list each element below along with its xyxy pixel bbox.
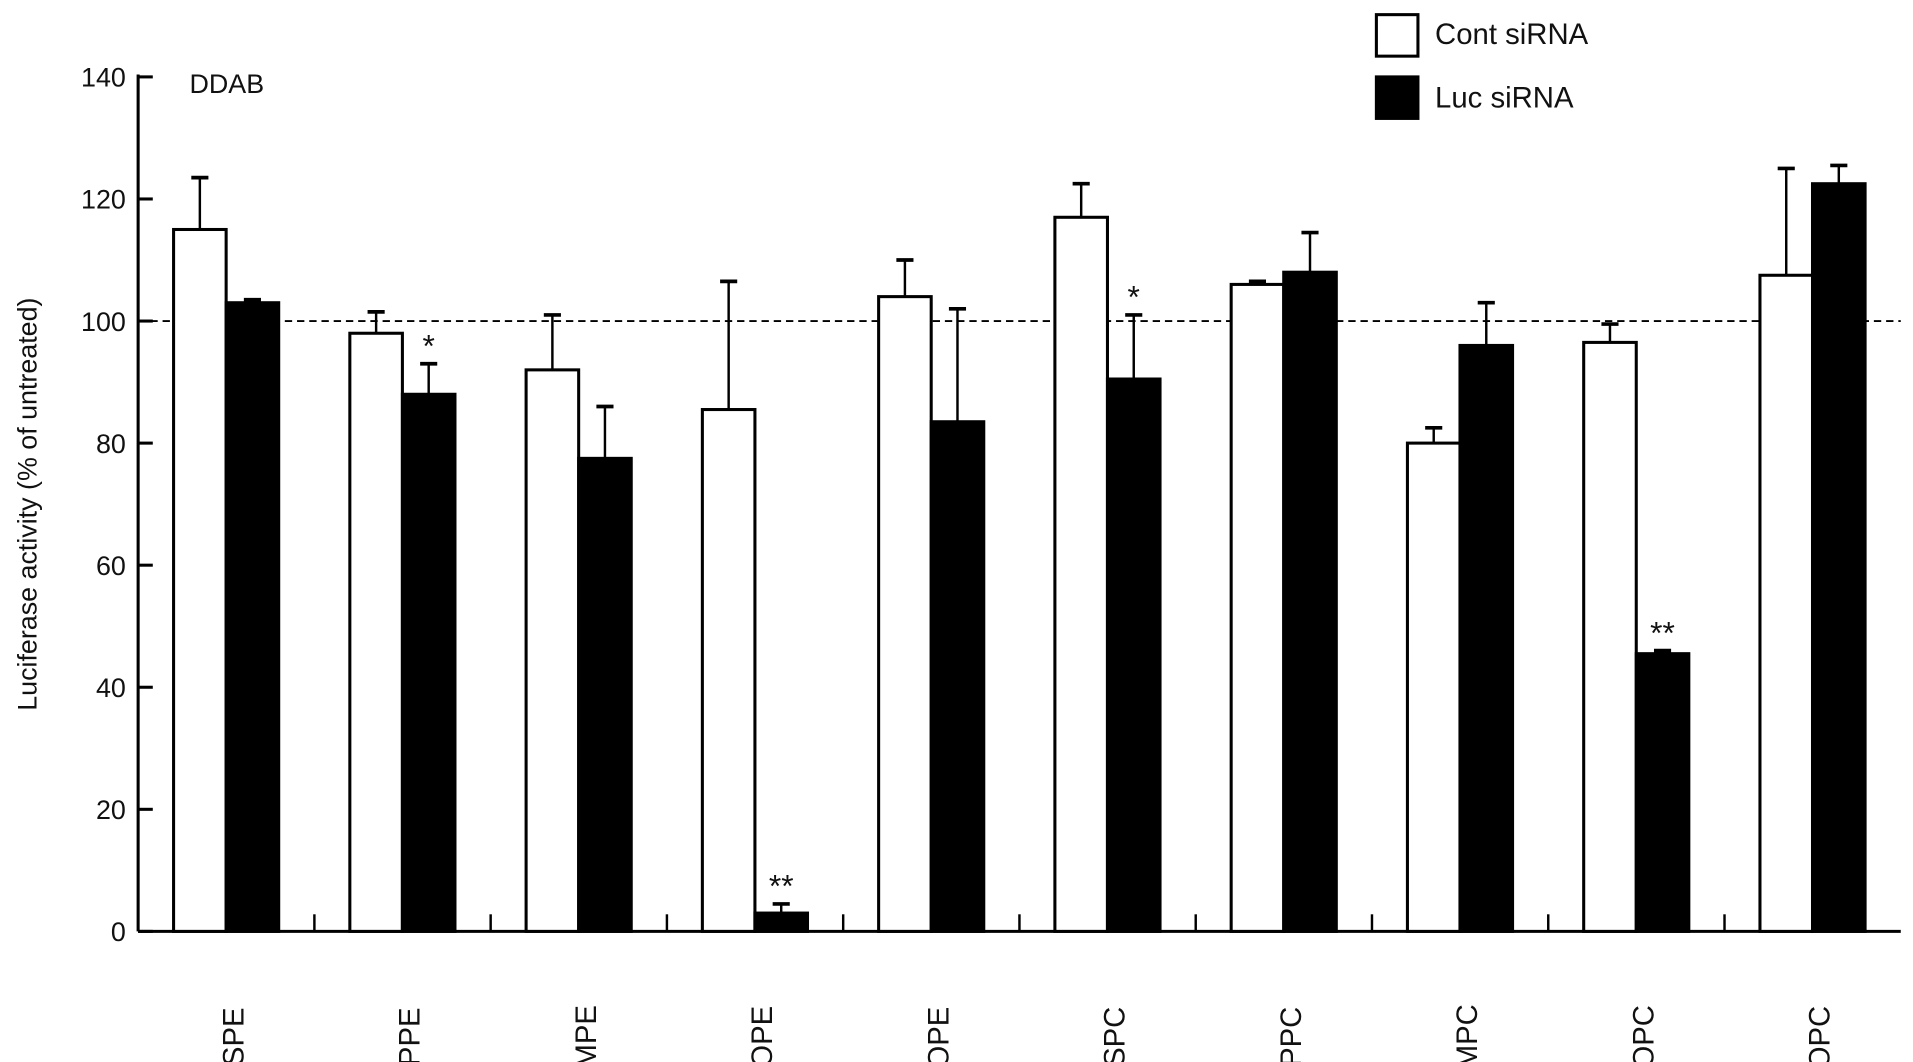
bar-cont bbox=[877, 295, 933, 933]
bar-cont bbox=[1405, 441, 1462, 933]
bar-luc bbox=[753, 911, 810, 933]
legend-swatch-luc bbox=[1374, 75, 1420, 120]
bar-cont bbox=[524, 368, 581, 933]
significance-marker: ** bbox=[769, 868, 794, 904]
x-tick-label: DOPC bbox=[1627, 1005, 1660, 1062]
bar-cont bbox=[1582, 340, 1638, 933]
bar-cont bbox=[348, 331, 404, 933]
x-tick-label: POPE bbox=[922, 1007, 955, 1062]
bar-luc bbox=[224, 301, 281, 933]
significance-marker: * bbox=[1128, 279, 1140, 315]
bar-cont bbox=[172, 227, 228, 933]
bar-luc bbox=[929, 420, 986, 933]
bar-cont bbox=[700, 408, 757, 933]
bar-cont bbox=[1229, 282, 1286, 933]
y-axis-label: Luciferase activity (% of untreated) bbox=[13, 298, 43, 711]
bar-luc bbox=[1105, 377, 1162, 933]
x-tick-label: DSPC bbox=[1099, 1007, 1132, 1062]
significance-marker: * bbox=[422, 327, 434, 363]
y-tick-label: 0 bbox=[111, 917, 126, 947]
bar-luc bbox=[400, 392, 457, 933]
x-tick-label: DPPE bbox=[393, 1007, 426, 1062]
bar-cont bbox=[1758, 273, 1815, 933]
bar-luc bbox=[1810, 182, 1867, 933]
bar-luc bbox=[577, 456, 633, 933]
legend-label-cont: Cont siRNA bbox=[1435, 18, 1589, 51]
y-tick-label: 80 bbox=[96, 429, 126, 459]
bar-luc bbox=[1634, 652, 1691, 933]
significance-marker: ** bbox=[1650, 614, 1675, 650]
y-tick-label: 140 bbox=[81, 63, 126, 93]
chart-annotation: DDAB bbox=[189, 69, 264, 99]
x-tick-label: POPC bbox=[1804, 1006, 1837, 1062]
legend: Cont siRNA Luc siRNA bbox=[1374, 13, 1589, 120]
x-tick-label: DMPC bbox=[1451, 1004, 1484, 1062]
x-tick-label: DSPE bbox=[217, 1007, 250, 1062]
bar-cont bbox=[1053, 215, 1109, 933]
legend-swatch-cont bbox=[1374, 13, 1420, 58]
x-tick-label: DOPE bbox=[746, 1006, 779, 1062]
x-tick-label: DPPC bbox=[1275, 1007, 1308, 1062]
y-tick-label: 100 bbox=[81, 307, 126, 337]
legend-label-luc: Luc siRNA bbox=[1435, 81, 1574, 114]
x-tick-label: DMPE bbox=[570, 1005, 603, 1062]
bar-luc bbox=[1282, 270, 1338, 933]
bars: ****** bbox=[172, 163, 1867, 933]
y-tick-label: 120 bbox=[81, 185, 126, 215]
y-tick-label: 60 bbox=[96, 551, 126, 581]
y-tick-label: 40 bbox=[96, 673, 126, 703]
y-tick-label: 20 bbox=[96, 795, 126, 825]
bar-luc bbox=[1458, 343, 1515, 933]
